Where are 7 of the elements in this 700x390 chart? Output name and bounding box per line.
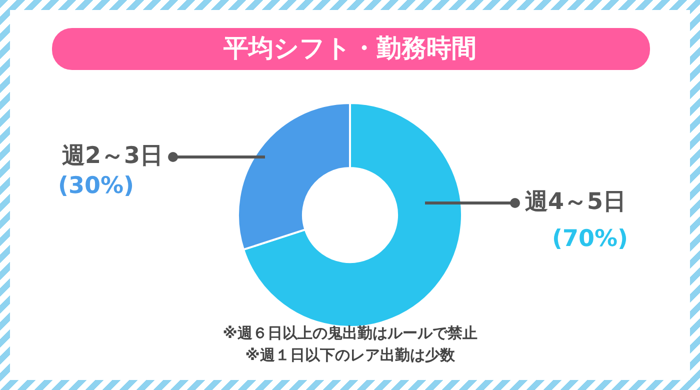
data-label: (70%) (552, 226, 628, 252)
text: ※週１日以下のレア出勤は少数 (245, 346, 456, 364)
text: ※週６日以上の鬼出勤はルールで禁止 (222, 324, 478, 342)
slice-label: 週2～3日 (62, 142, 163, 169)
chart-title: 平均シフト・勤務時間 (222, 34, 476, 62)
data-label: (30%) (58, 172, 134, 199)
slice-label: 週4～5日 (525, 188, 626, 215)
